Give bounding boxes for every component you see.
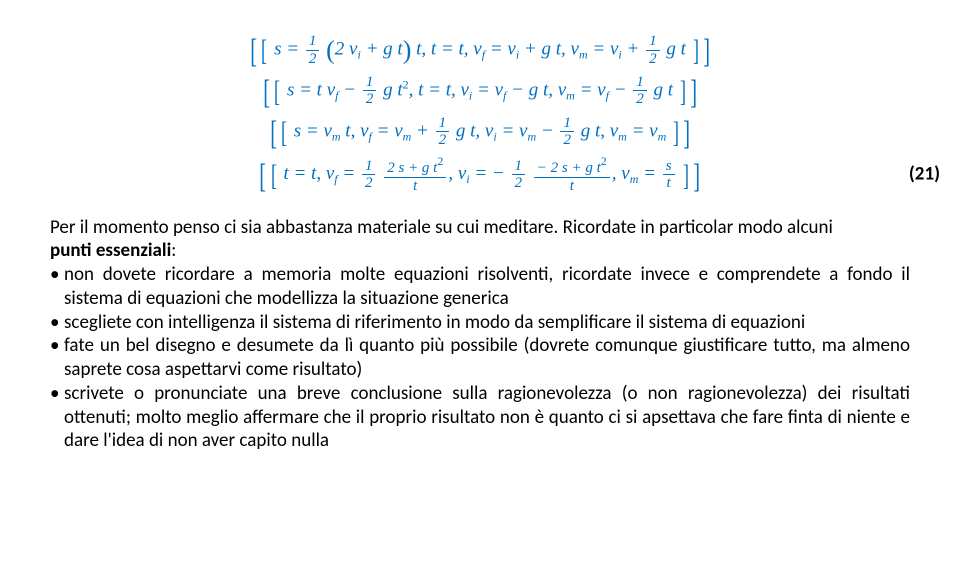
equation-block: [[ s = 12 (2 vi + g t) t, t = t, vf = vi… xyxy=(50,33,910,196)
bullet-list: non dovete ricordare a memoria molte equ… xyxy=(50,263,910,453)
equation-line-3: [[ s = vm t, vf = vm + 12 g t, vi = vm −… xyxy=(50,115,910,153)
body-paragraph: Per il momento penso ci sia abbastanza m… xyxy=(50,216,910,454)
lead-in-text: Per il momento penso ci sia abbastanza m… xyxy=(50,216,833,239)
list-item: fate un bel disegno e desumete da lì qua… xyxy=(50,334,910,382)
list-item: scrivete o pronunciate una breve conclus… xyxy=(50,382,910,453)
list-item: scegliete con intelligenza il sistema di… xyxy=(50,311,910,335)
equation-line-4: [[ t = t, vf = 12 2 s + g t2t, vi = − 12… xyxy=(50,155,910,195)
equation-line-2: [[ s = t vf − 12 g t2, t = t, vi = vf − … xyxy=(50,74,910,112)
colon: : xyxy=(171,239,176,262)
equation-number: (21) xyxy=(909,165,940,186)
bold-phrase: punti essenziali xyxy=(50,239,171,262)
equation-line-1: [[ s = 12 (2 vi + g t) t, t = t, vf = vi… xyxy=(50,33,910,71)
list-item: non dovete ricordare a memoria molte equ… xyxy=(50,263,910,311)
